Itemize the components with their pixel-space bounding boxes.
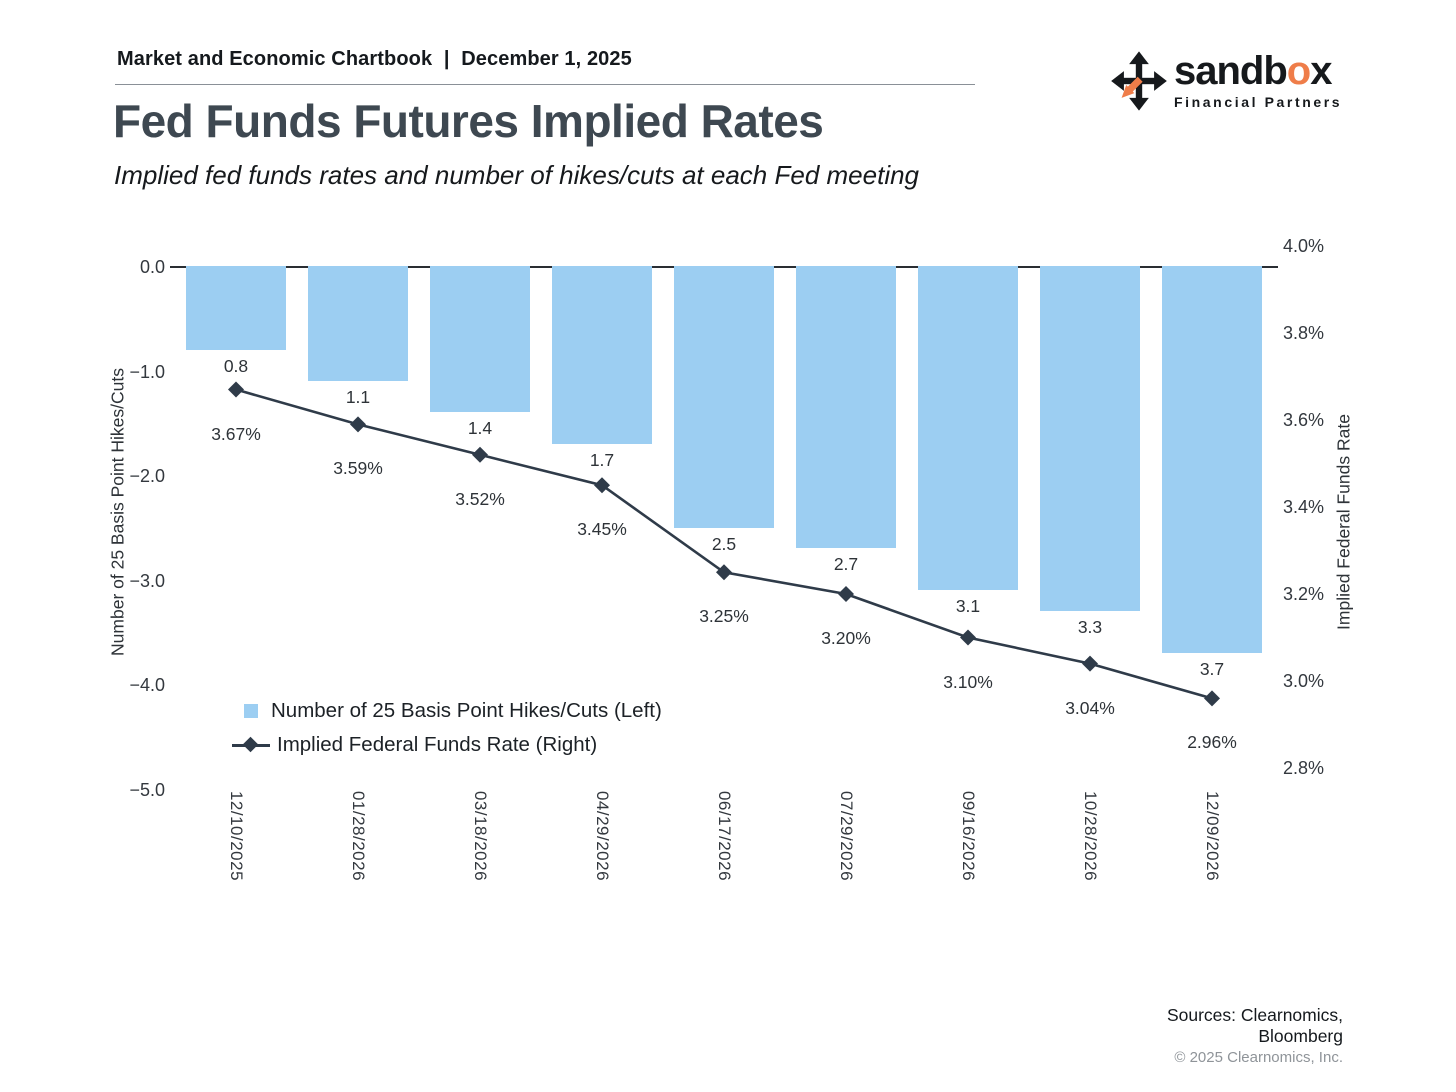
copyright-note: © 2025 Clearnomics, Inc. xyxy=(1174,1049,1343,1066)
report-separator: | xyxy=(443,48,450,70)
right-axis-tick: 3.4% xyxy=(1283,497,1325,517)
report-header: Market and Economic Chartbook | December… xyxy=(117,48,632,71)
diamond-marker xyxy=(716,564,732,581)
x-axis-date-label: 07/29/2026 xyxy=(837,790,856,882)
brand-wordmark: sandbox xyxy=(1174,49,1332,93)
x-axis-date-label: 06/17/2026 xyxy=(715,790,734,882)
bar-value-label: 2.7 xyxy=(833,554,859,575)
bar-value-label: 1.4 xyxy=(467,418,493,439)
brand-logo: sandbox Financial Partners xyxy=(1110,50,1342,112)
bar-03/18/2026 xyxy=(430,266,530,413)
implied-rate-label: 3.25% xyxy=(699,606,749,627)
x-axis-date-label: 12/10/2025 xyxy=(227,790,246,882)
bar-value-label: 3.7 xyxy=(1199,659,1225,680)
bar-value-label: 0.8 xyxy=(223,355,249,376)
page-subtitle: Implied fed funds rates and number of hi… xyxy=(114,160,920,190)
sources-line2: Bloomberg xyxy=(1258,1026,1343,1046)
chart-legend: Number of 25 Basis Point Hikes/Cuts (Lef… xyxy=(232,694,662,762)
x-axis-date-label: 10/28/2026 xyxy=(1081,790,1100,882)
implied-rate-label: 3.45% xyxy=(577,519,627,540)
legend-label-line: Implied Federal Funds Rate (Right) xyxy=(277,733,598,756)
legend-item-line: Implied Federal Funds Rate (Right) xyxy=(232,728,662,762)
legend-label-bars: Number of 25 Basis Point Hikes/Cuts (Lef… xyxy=(271,699,662,722)
bar-07/29/2026 xyxy=(796,266,896,549)
x-axis-date-label: 12/09/2026 xyxy=(1203,790,1222,882)
legend-item-bars: Number of 25 Basis Point Hikes/Cuts (Lef… xyxy=(232,694,662,728)
legend-diamond-marker xyxy=(242,736,259,753)
diamond-marker xyxy=(960,629,976,646)
page-title: Fed Funds Futures Implied Rates xyxy=(113,95,824,147)
diamond-marker xyxy=(472,446,488,463)
right-axis-tick: 4.0% xyxy=(1283,236,1325,256)
bar-09/16/2026 xyxy=(918,266,1018,591)
implied-rate-label: 3.04% xyxy=(1065,697,1115,718)
brand-tagline: Financial Partners xyxy=(1174,94,1343,110)
x-axis-date-label: 03/18/2026 xyxy=(471,790,490,882)
left-axis-tick: −3.0 xyxy=(129,570,165,591)
right-axis-tick: 3.2% xyxy=(1283,584,1325,604)
bar-12/09/2026 xyxy=(1162,266,1262,654)
move-arrows-icon xyxy=(1111,51,1167,111)
left-axis-tick: −5.0 xyxy=(129,780,165,800)
right-axis-tick: 2.8% xyxy=(1283,758,1325,778)
bar-value-label: 1.1 xyxy=(345,387,371,408)
left-axis-tick: −2.0 xyxy=(129,466,165,487)
left-axis-title: Number of 25 Basis Point Hikes/Cuts xyxy=(107,368,128,656)
line-series-glyph xyxy=(232,736,270,753)
report-date: December 1, 2025 xyxy=(461,48,632,70)
bar-12/10/2025 xyxy=(186,266,286,350)
diamond-marker xyxy=(594,477,610,494)
sources-line1: Sources: Clearnomics, xyxy=(1166,1005,1343,1025)
bar-04/29/2026 xyxy=(552,266,652,444)
implied-rate-label: 3.59% xyxy=(333,458,383,479)
x-axis-date-label: 01/28/2026 xyxy=(349,790,368,882)
diamond-marker xyxy=(1082,655,1098,672)
bar-value-label: 1.7 xyxy=(589,449,615,470)
implied-rate-label: 3.67% xyxy=(211,423,261,444)
header-divider xyxy=(115,84,975,85)
left-axis-tick: −4.0 xyxy=(129,675,165,696)
implied-rate-label: 3.52% xyxy=(455,488,505,509)
diamond-marker xyxy=(838,586,854,602)
right-axis-tick: 3.0% xyxy=(1283,671,1325,691)
brand-o-accent: o xyxy=(1286,49,1311,93)
right-axis-tick: 3.6% xyxy=(1283,410,1325,430)
bar-value-label: 3.1 xyxy=(955,596,981,617)
bar-10/28/2026 xyxy=(1040,266,1140,612)
implied-rate-label: 3.10% xyxy=(943,671,993,692)
bar-06/17/2026 xyxy=(674,266,774,528)
diamond-marker xyxy=(350,416,366,433)
x-axis-date-label: 09/16/2026 xyxy=(959,790,978,882)
report-title: Market and Economic Chartbook xyxy=(117,48,433,70)
left-axis-tick: −1.0 xyxy=(129,361,165,382)
bar-value-label: 3.3 xyxy=(1077,617,1103,638)
bar-01/28/2026 xyxy=(308,266,408,382)
x-axis-date-label: 04/29/2026 xyxy=(593,790,612,882)
diamond-marker xyxy=(228,381,244,398)
sources-note: Sources: Clearnomics, Bloomberg xyxy=(943,1005,1343,1047)
implied-rate-label: 3.20% xyxy=(821,628,871,648)
bar-value-label: 2.5 xyxy=(711,533,737,554)
diamond-marker xyxy=(1204,690,1220,707)
implied-rate-label: 2.96% xyxy=(1187,732,1237,753)
left-axis-tick: 0.0 xyxy=(139,257,165,277)
bar-series-swatch xyxy=(244,704,258,718)
right-axis-tick: 3.8% xyxy=(1283,323,1325,343)
